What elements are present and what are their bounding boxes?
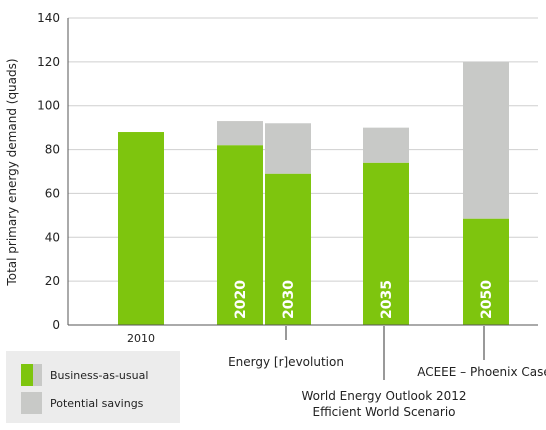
legend-label: Business-as-usual: [50, 369, 148, 382]
bar-business-as-usual: [265, 173, 311, 325]
axes: 0 20 40 60 80 100 120 140: [37, 11, 538, 332]
bar-label: 2020: [233, 280, 249, 319]
bar-business-as-usual: [118, 132, 164, 325]
bar-business-as-usual: [363, 162, 409, 325]
bars: 2010 2020 2030 2035 2050: [118, 61, 509, 345]
annotation-text: ACEEE – Phoenix Case: [417, 365, 546, 379]
bar-label: 2035: [379, 280, 395, 319]
bar-potential-savings: [463, 61, 509, 219]
y-tick-label: 100: [37, 99, 60, 113]
bar-label: 2050: [479, 280, 495, 319]
bar-business-as-usual: [217, 145, 263, 325]
legend-swatch-savings: [21, 392, 42, 414]
legend-swatch-bau: [21, 364, 33, 386]
bar-label: 2030: [281, 280, 297, 319]
bar-potential-savings: [217, 121, 263, 146]
annotation-text: Energy [r]evolution: [228, 355, 344, 369]
annotation-text: World Energy Outlook 2012: [301, 389, 466, 403]
bar-potential-savings: [265, 123, 311, 174]
y-tick-label: 0: [52, 318, 60, 332]
y-tick-label: 20: [45, 274, 60, 288]
y-tick-label: 120: [37, 55, 60, 69]
y-tick-label: 60: [45, 186, 60, 200]
legend: Business-as-usual Potential savings: [6, 351, 180, 423]
y-tick-label: 140: [37, 11, 60, 25]
bar-potential-savings: [363, 127, 409, 163]
bar-business-as-usual: [463, 218, 509, 325]
annotation-text: Efficient World Scenario: [313, 405, 456, 419]
y-tick-label: 40: [45, 230, 60, 244]
x-category-label: 2010: [127, 332, 155, 345]
annotations: Energy [r]evolution World Energy Outlook …: [228, 326, 546, 419]
legend-label: Potential savings: [50, 397, 144, 410]
legend-swatch-savings-part: [33, 364, 42, 386]
y-tick-label: 80: [45, 143, 60, 157]
y-axis-label: Total primary energy demand (quads): [5, 58, 19, 286]
